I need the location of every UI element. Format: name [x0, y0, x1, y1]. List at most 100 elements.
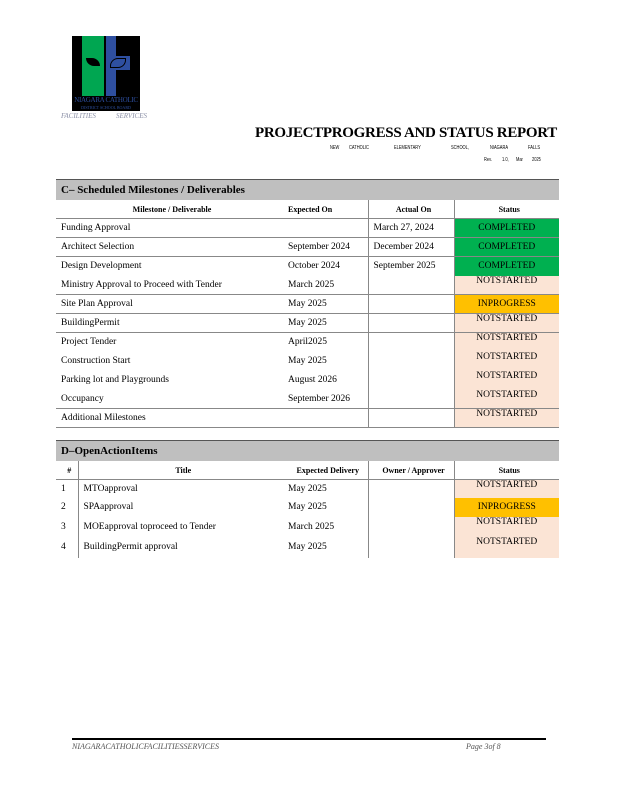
milestones-table: C– Scheduled Milestones / Deliverables M… — [56, 179, 559, 428]
subtitle-word: SCHOOL, — [451, 145, 470, 151]
status-badge: COMPLETED — [453, 218, 559, 238]
expected-date: May 2025 — [283, 294, 368, 314]
col-header: Title — [77, 461, 283, 480]
milestone-name: Ministry Approval to Proceed with Tender — [56, 275, 283, 295]
col-header: Actual On — [367, 200, 454, 219]
status-badge: NOTSTARTED — [453, 332, 559, 352]
col-header: Status — [453, 461, 559, 480]
actual-date: September 2025 — [367, 256, 454, 276]
milestone-row: Parking lot and Playgrounds August 2026 NO… — [56, 370, 559, 390]
expected-delivery: March 2025 — [288, 521, 335, 532]
item-title: MTOapproval — [77, 479, 283, 498]
footer-rule — [72, 738, 546, 740]
status-badge: NOTSTARTED — [453, 370, 559, 390]
action-item-row: 2 SPAapproval May 2025 INPROGRESS — [56, 497, 559, 517]
owner-approver — [367, 479, 454, 498]
milestone-row: Architect Selection September 2024 Decembe… — [56, 237, 559, 257]
actual-date — [367, 294, 454, 314]
item-number: 2 — [61, 502, 66, 512]
subtitle-word: CATHOLIC — [349, 145, 369, 151]
milestone-name: Construction Start — [61, 356, 131, 366]
owner-approver — [367, 536, 454, 558]
milestone-row: BuildingPermit May 2025 NOTSTARTED — [56, 313, 559, 333]
milestone-name: Additional Milestones — [56, 408, 283, 428]
col-header: Status — [453, 200, 559, 219]
action-item-row: 1 MTOapproval May 2025 NOTSTARTED — [56, 479, 559, 498]
status-badge: COMPLETED — [453, 256, 559, 276]
status-badge: NOTSTARTED — [453, 389, 559, 409]
page-number: Page 3of 8 — [466, 742, 501, 751]
expected-date — [283, 218, 368, 238]
item-title: BuildingPermit approval — [77, 536, 283, 558]
item-number: 3 — [61, 521, 66, 532]
owner-approver — [367, 497, 454, 517]
milestone-name: Occupancy — [56, 389, 283, 409]
section-heading: D–OpenActionItems — [56, 440, 559, 461]
status-badge: INPROGRESS — [453, 294, 559, 314]
milestone-row: Site Plan Approval May 2025 INPROGRESS — [56, 294, 559, 314]
actual-date: March 27, 2024 — [367, 218, 454, 238]
col-header: Owner / Approver — [367, 461, 454, 480]
expected-date: August 2026 — [288, 375, 337, 385]
milestone-row: Project Tender April2025 NOTSTARTED — [56, 332, 559, 352]
expected-date: March 2025 — [283, 275, 368, 295]
milestone-name: Parking lot and Playgrounds — [61, 375, 169, 385]
item-number: 4 — [61, 542, 66, 552]
owner-approver — [367, 516, 454, 537]
revision: 1.0, — [502, 157, 509, 163]
subtitle-word: NEW — [330, 145, 340, 151]
status-badge: COMPLETED — [453, 237, 559, 257]
expected-delivery: May 2025 — [288, 483, 327, 494]
subtitle-word: FALLS — [528, 145, 541, 151]
milestone-row: Occupancy September 2026 NOTSTARTED — [56, 389, 559, 409]
actual-date — [367, 370, 454, 390]
actual-date — [367, 408, 454, 428]
milestone-name: BuildingPermit — [56, 313, 283, 333]
item-title: MOEapproval toproceed to Tender — [77, 516, 283, 537]
col-header: Milestone / Deliverable — [56, 200, 283, 219]
status-badge: NOTSTARTED — [453, 351, 559, 371]
milestone-name: Architect Selection — [56, 237, 283, 257]
milestone-row: Funding Approval March 27, 2024 COMPLETED — [56, 218, 559, 238]
milestone-row: Construction Start May 2025 NOTSTARTED — [56, 351, 559, 371]
report-title: PROJECTPROGRESS AND STATUS REPORT — [255, 125, 557, 141]
status-badge: NOTSTARTED — [453, 536, 559, 558]
niagara-catholic-logo: NIAGARA CATHOLIC DISTRICT SCHOOL BOARD — [72, 36, 140, 111]
item-number: 1 — [61, 483, 66, 494]
action-item-row: 3 MOEapproval toproceed to Tender March 20… — [56, 516, 559, 537]
actual-date — [367, 389, 454, 409]
status-badge: NOTSTARTED — [453, 408, 559, 428]
item-title: SPAapproval — [77, 497, 283, 517]
subtitle-word: ELEMENTARY — [394, 145, 421, 151]
section-heading: C– Scheduled Milestones / Deliverables — [56, 179, 559, 200]
col-header: # — [56, 461, 78, 480]
expected-date: September 2026 — [283, 389, 368, 409]
expected-date: September 2024 — [283, 237, 368, 257]
milestone-name: Project Tender — [61, 337, 117, 348]
revision: 2025 — [532, 157, 541, 163]
expected-date: October 2024 — [288, 261, 340, 272]
revision: Mar — [516, 157, 523, 163]
expected-delivery: May 2025 — [288, 542, 327, 552]
action-item-row: 4 BuildingPermit approval May 2025 NOTSTART… — [56, 536, 559, 558]
status-badge: INPROGRESS — [453, 497, 559, 517]
expected-date — [283, 408, 368, 428]
actual-date: December 2024 — [367, 237, 454, 257]
status-badge: NOTSTARTED — [453, 275, 559, 295]
status-badge: NOTSTARTED — [453, 516, 559, 537]
col-header: Expected On — [283, 200, 368, 219]
actual-date — [367, 313, 454, 333]
status-badge: NOTSTARTED — [453, 313, 559, 333]
revision: Rev. — [484, 157, 492, 163]
subtitle-word: NIAGARA — [490, 145, 509, 151]
milestone-name: Site Plan Approval — [56, 294, 283, 314]
status-badge: NOTSTARTED — [453, 479, 559, 498]
expected-date: May 2025 — [288, 356, 327, 366]
milestone-row: Additional Milestones NOTSTARTED — [56, 408, 559, 428]
footer-org: NIAGARACATHOLICFACILITIESSERVICES — [72, 742, 219, 751]
actual-date — [367, 351, 454, 371]
facilities-label: FACILITIES — [61, 112, 96, 120]
milestone-row: Ministry Approval to Proceed with Tender… — [56, 275, 559, 295]
milestone-name: Design Development — [61, 261, 142, 272]
services-label: SERVICES — [116, 112, 147, 120]
